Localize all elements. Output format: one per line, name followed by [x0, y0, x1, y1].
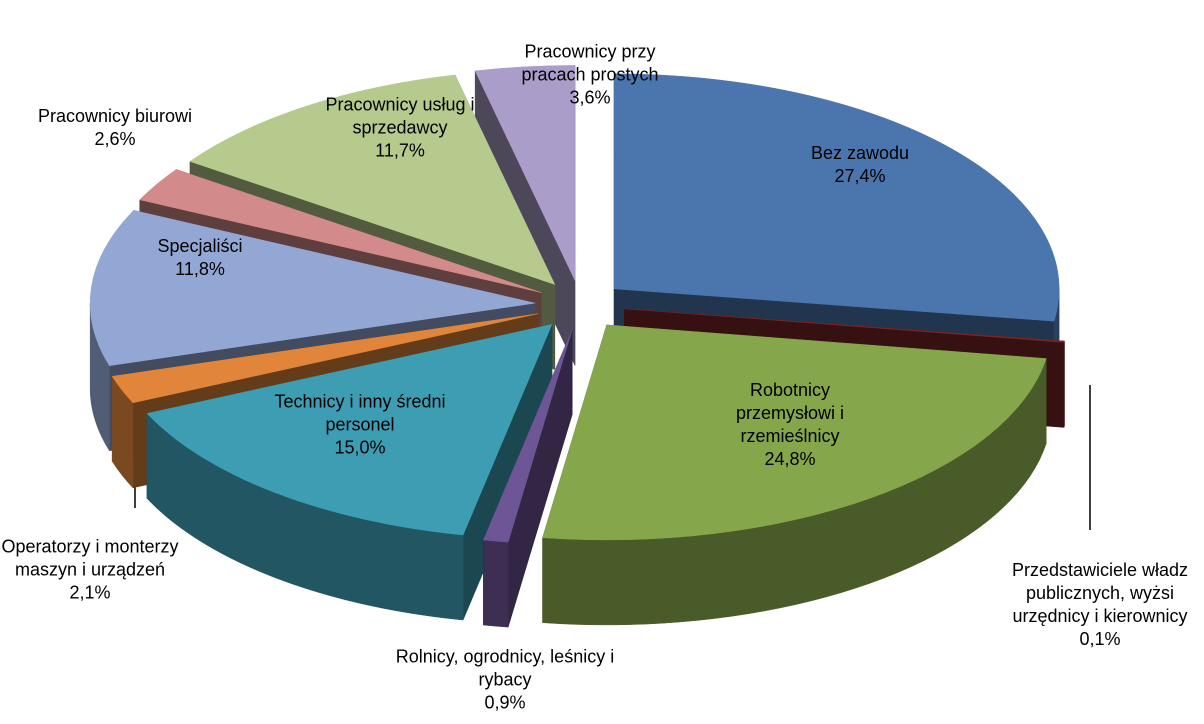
value-label: 2,6%: [94, 129, 136, 149]
data-label: Pracownicy biurowi 2,6%: [0, 105, 235, 151]
slice: [542, 324, 1047, 541]
slice: [146, 324, 553, 536]
slice: [189, 74, 556, 285]
slice: [139, 169, 542, 293]
slice: [111, 313, 538, 404]
category-name: Pracownicy usług i sprzedawcy: [325, 94, 475, 138]
slice: [89, 210, 536, 366]
value-label: 15,0%: [334, 437, 386, 458]
category-name: Operatorzy i monterzy maszyn i urządzeń: [1, 536, 179, 580]
slice: [483, 329, 573, 543]
value-label: 24,8%: [764, 449, 816, 469]
data-label: Technicy i inny średni personel 15,0%: [265, 391, 455, 460]
data-label: Pracownicy usług i sprzedawcy 11,7%: [300, 94, 500, 163]
data-label: Robotnicy przemysłowi i rzemieślnicy 24,8…: [705, 379, 875, 471]
slice: [613, 73, 1060, 322]
category-name: Pracownicy biurowi: [37, 106, 193, 126]
category-name: Robotnicy przemysłowi i rzemieślnicy: [735, 380, 845, 446]
value-label: 27,4%: [834, 166, 886, 186]
data-label: Specjaliści 11,8%: [130, 235, 270, 281]
slice: [474, 65, 576, 281]
value-label: 3,6%: [569, 87, 611, 108]
category-name: Bez zawodu: [810, 143, 910, 163]
value-label: 11,8%: [175, 259, 225, 279]
value-label: 11,7%: [375, 140, 425, 161]
category-name: Pracownicy przy pracach prostych: [521, 41, 659, 85]
data-label: Operatorzy i monterzy maszyn i urządzeń 2…: [0, 536, 190, 605]
category-name: Rolnicy, ogrodnicy, leśnicy i rybacy: [395, 646, 615, 690]
category-name: Technicy i inny średni personel: [274, 391, 446, 435]
value-label: 0,9%: [484, 692, 526, 713]
data-label: Pracownicy przy pracach prostych 3,6%: [495, 41, 685, 110]
data-label: Rolnicy, ogrodnicy, leśnicy i rybacy 0,9%: [390, 646, 620, 715]
slice-wall: [483, 539, 509, 628]
value-label: 2,1%: [69, 582, 111, 603]
category-name: Przedstawiciele władz publicznych, wyżsi…: [1011, 560, 1189, 626]
slice: [624, 308, 1065, 343]
value-label: 0,1%: [1079, 629, 1121, 649]
category-name: Specjaliści: [157, 236, 243, 256]
pie: [89, 65, 1065, 628]
data-label: Bez zawodu 27,4%: [760, 142, 960, 188]
data-label: Przedstawiciele władz publicznych, wyżsi…: [1000, 559, 1200, 651]
